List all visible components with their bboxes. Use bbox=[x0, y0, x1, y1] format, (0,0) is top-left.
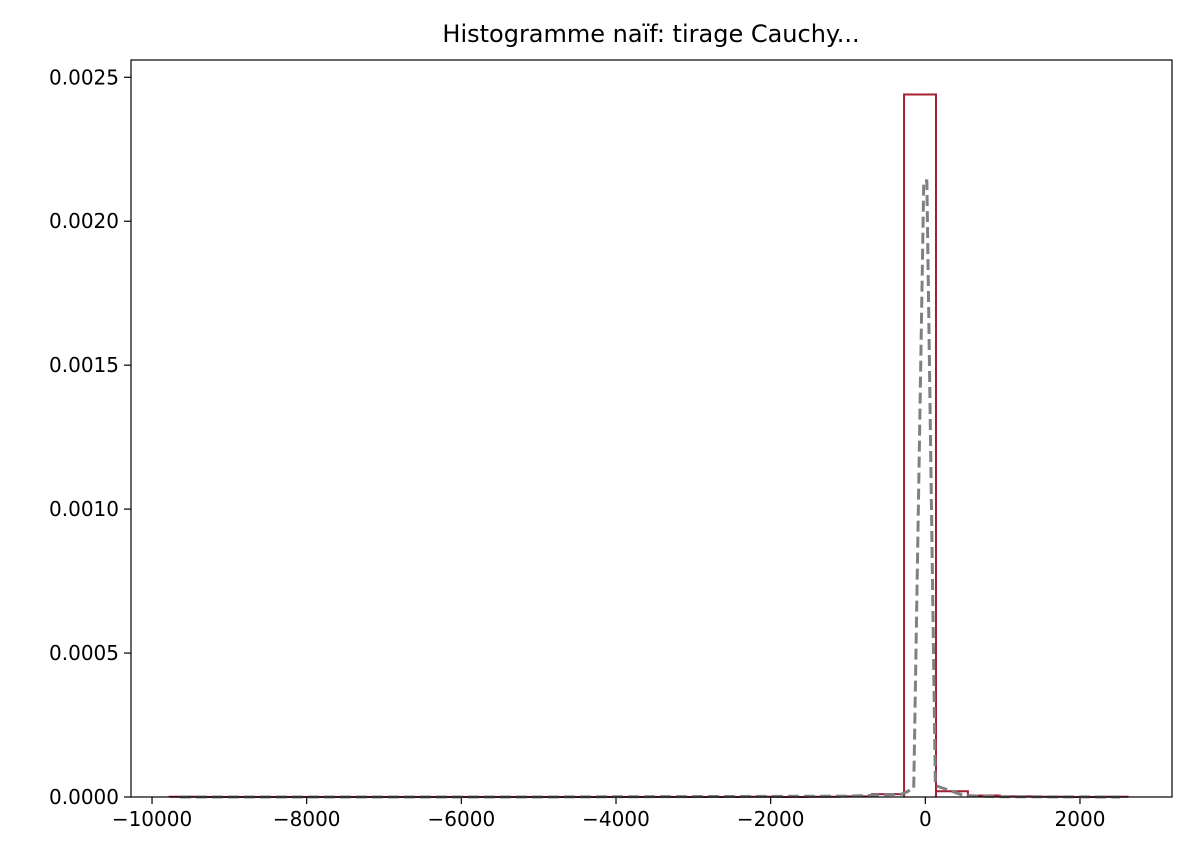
y-tick-label: 0.0015 bbox=[49, 353, 119, 377]
histogram-bar bbox=[903, 93, 937, 797]
x-tick-label: 2000 bbox=[1055, 807, 1106, 831]
y-tick-label: 0.0020 bbox=[49, 209, 119, 233]
y-tick-label: 0.0005 bbox=[49, 641, 119, 665]
x-tick-label: −8000 bbox=[273, 807, 341, 831]
y-tick-label: 0.0000 bbox=[49, 785, 119, 809]
plot-frame bbox=[130, 59, 1173, 798]
x-tick-label: −10000 bbox=[112, 807, 192, 831]
x-tick-label: −2000 bbox=[737, 807, 805, 831]
x-tick-label: −6000 bbox=[428, 807, 496, 831]
x-tick-label: −4000 bbox=[582, 807, 650, 831]
y-tick-label: 0.0025 bbox=[49, 65, 119, 89]
chart-title: Histogramme naïf: tirage Cauchy... bbox=[442, 20, 859, 48]
density-line bbox=[179, 179, 1121, 799]
x-tick-label: 0 bbox=[919, 807, 932, 831]
y-tick-label: 0.0010 bbox=[49, 497, 119, 521]
